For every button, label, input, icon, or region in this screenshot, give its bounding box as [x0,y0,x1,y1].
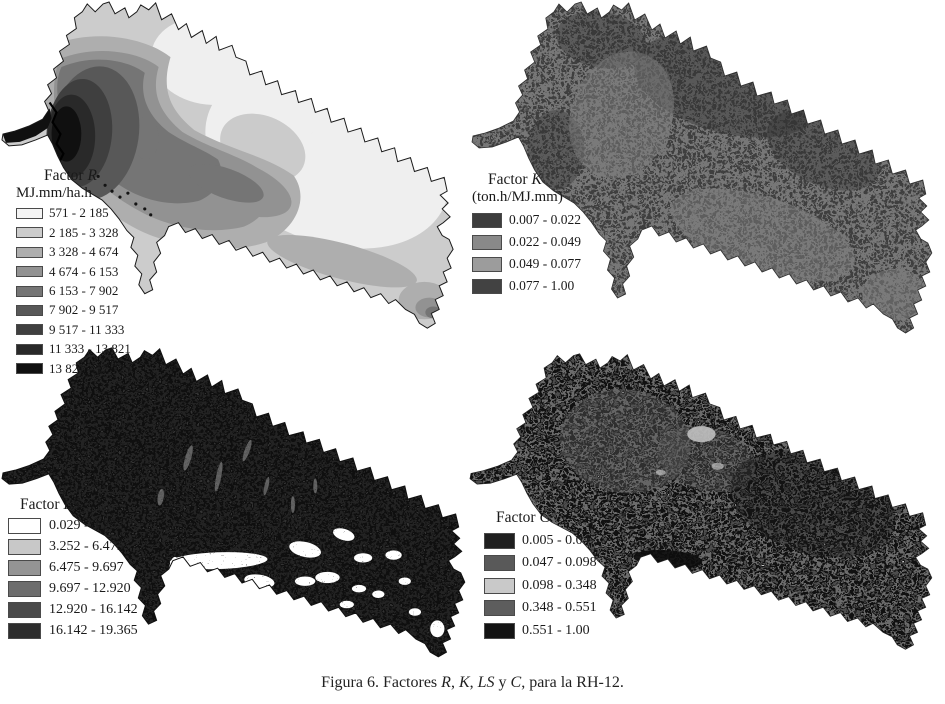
legend-class-label: 13 821 - 17 723 [49,360,132,376]
legend-factor-r: Factor R MJ.mm/ha.h 571 - 2 185 2 185 - … [16,167,131,377]
factor-ls-map [1,347,466,658]
legend-row: 571 - 2 185 [16,205,131,221]
legend-swatch [8,623,41,640]
legend-title: Factor LS [20,496,80,513]
factor-r-map [1,1,454,329]
legend-class-label: 3 328 - 4 674 [49,244,119,260]
legend-row: 11 333 - 13 821 [16,341,131,357]
legend-class-label: 12.920 - 16.142 [49,602,138,618]
legend-swatch [472,278,502,294]
legend-row: 0.077 - 1.00 [472,278,581,294]
factor-k-map [471,1,933,334]
legend-row: 0.348 - 0.551 [484,600,597,617]
legend-class-label: 3.252 - 6.475 [49,539,124,555]
legend-row: 6 153 - 7 902 [16,283,131,299]
legend-swatch [16,363,43,375]
legend-row: 0.098 - 0.348 [484,577,597,594]
legend-row: 0.005 - 0.047 [484,532,597,549]
legend-row: 13 821 - 17 723 [16,361,131,377]
legend-class-label: 0.005 - 0.047 [522,532,597,548]
legend-swatch [16,324,43,336]
legend-class-label: 9.697 - 12.920 [49,581,131,597]
legend-factor-c: Factor C 0.005 - 0.047 0.047 - 0.098 0.0… [484,509,597,639]
legend-row: 9.697 - 12.920 [8,581,138,598]
legend-row: 0.551 - 1.00 [484,622,597,639]
legend-row: 0.022 - 0.049 [472,234,581,250]
legend-row: 0.007 - 0.022 [472,212,581,228]
legend-class-label: 16.142 - 19.365 [49,623,138,639]
legend-row: 9 517 - 11 333 [16,322,131,338]
legend-swatch [472,212,502,228]
legend-class-label: 0.047 - 0.098 [522,555,597,571]
legend-swatch [16,285,43,297]
legend-row: 0.047 - 0.098 [484,555,597,572]
legend-swatch [484,532,515,549]
legend-swatch [484,622,515,639]
legend-swatch [8,518,41,535]
legend-units: (ton.h/MJ.mm) [472,189,563,206]
legend-swatch [16,227,43,239]
legend-swatch [16,207,43,219]
figure-caption: Figura 6. Factores R, K, LS y C, para la… [321,674,624,691]
legend-swatch [16,304,43,316]
legend-swatch [16,343,43,355]
legend-class-label: 2 185 - 3 328 [49,224,119,240]
legend-swatch [472,256,502,272]
legend-class-label: 9 517 - 11 333 [49,321,125,337]
legend-class-label: 0.049 - 0.077 [509,256,581,272]
legend-row: 3.252 - 6.475 [8,539,138,556]
legend-swatch [484,577,515,594]
legend-title: Factor K [488,171,542,188]
legend-swatch [8,602,41,619]
legend-swatch [472,234,502,250]
legend-class-label: 0.551 - 1.00 [522,622,590,638]
legend-factor-k: Factor K (ton.h/MJ.mm) 0.007 - 0.022 0.0… [472,171,581,294]
legend-row: 6.475 - 9.697 [8,560,138,577]
legend-class-label: 571 - 2 185 [49,205,109,221]
legend-row: 7 902 - 9 517 [16,302,131,318]
legend-class-label: 0.077 - 1.00 [509,278,575,294]
legend-class-label: 4 674 - 6 153 [49,263,119,279]
legend-class-label: 0.007 - 0.022 [509,212,581,228]
legend-row: 2 185 - 3 328 [16,225,131,241]
legend-class-label: 11 333 - 13 821 [49,341,131,357]
legend-row: 4 674 - 6 153 [16,264,131,280]
legend-class-label: 0.098 - 0.348 [522,577,597,593]
legend-row: 0.049 - 0.077 [472,256,581,272]
legend-class-label: 6 153 - 7 902 [49,283,119,298]
legend-swatch [8,539,41,556]
legend-row: 3 328 - 4 674 [16,244,131,260]
legend-title: Factor R [44,167,97,184]
legend-swatch [8,560,41,577]
factor-c-map [469,353,933,650]
legend-row: 12.920 - 16.142 [8,602,138,619]
legend-class-label: 0.029 - 3.252 [49,518,124,534]
legend-swatch [8,581,41,598]
legend-row: 16.142 - 19.365 [8,623,138,640]
legend-units: MJ.mm/ha.h [16,185,92,202]
legend-class-label: 0.022 - 0.049 [509,234,581,250]
legend-swatch [484,555,515,572]
legend-class-label: 6.475 - 9.697 [49,560,124,576]
legend-class-label: 0.348 - 0.551 [522,600,597,616]
legend-factor-ls: Factor LS 0.029 - 3.252 3.252 - 6.475 6.… [8,496,138,640]
legend-row: 0.029 - 3.252 [8,518,138,535]
legend-swatch [16,266,43,278]
legend-title: Factor C [496,509,550,526]
legend-class-label: 7 902 - 9 517 [49,302,119,318]
legend-swatch [484,600,515,617]
legend-swatch [16,246,43,258]
